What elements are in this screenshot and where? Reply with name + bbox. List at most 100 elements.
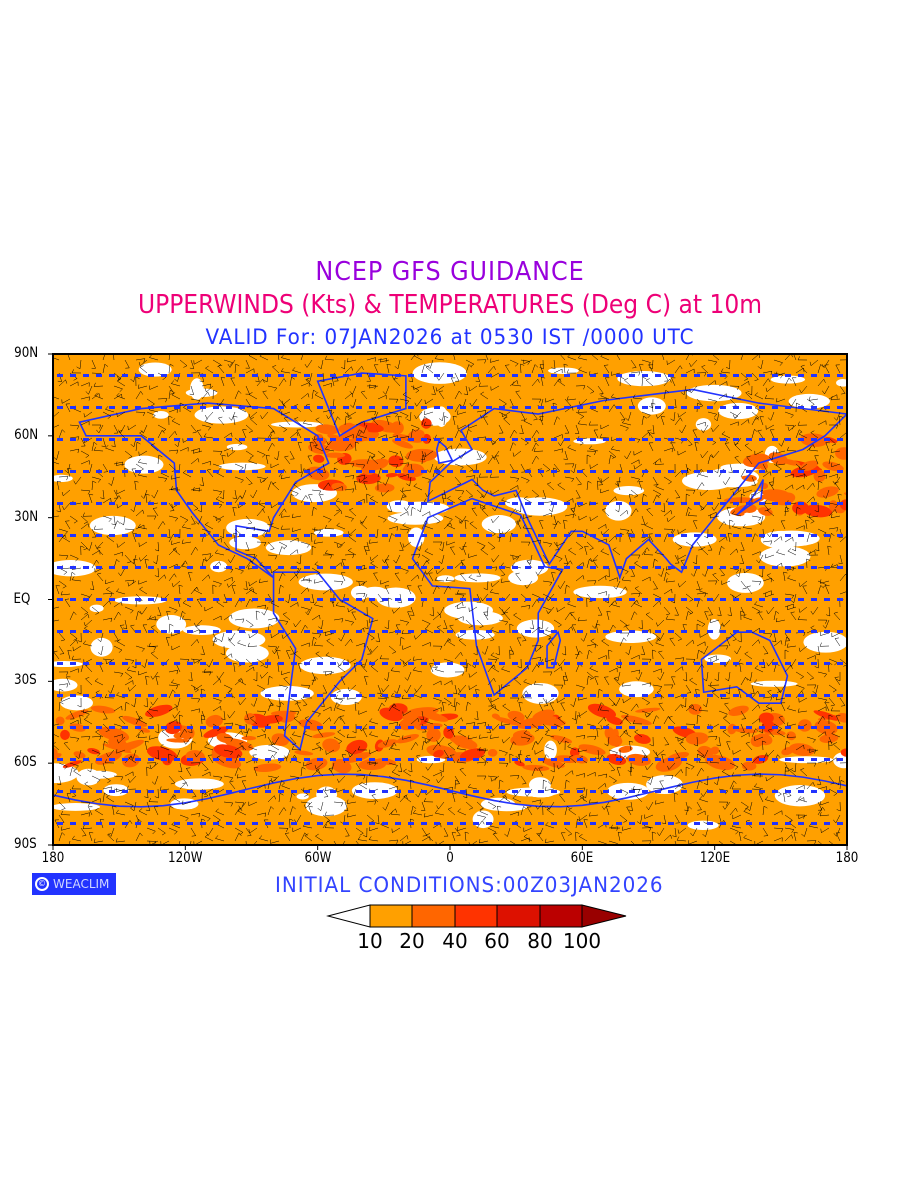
wind-barb [388, 411, 399, 418]
strong-wind-area [392, 439, 413, 449]
calm-wind-area [416, 755, 446, 764]
wind-barb [245, 476, 253, 486]
wind-barb [806, 443, 815, 452]
wind-barb [564, 740, 569, 751]
temperature-value [161, 726, 167, 729]
temperature-value [265, 374, 271, 377]
wind-barb [822, 619, 830, 629]
wind-barb [391, 827, 401, 834]
wind-barb [553, 467, 558, 478]
wind-barb [366, 411, 377, 416]
temperature-value [434, 534, 440, 537]
temperature-value [694, 726, 700, 729]
wind-barb [517, 658, 522, 669]
wind-barb [91, 749, 101, 757]
temperature-value [122, 822, 128, 825]
wind-barb [377, 450, 386, 459]
wind-barb [168, 354, 171, 361]
wind-barb [446, 495, 456, 504]
wind-barb [322, 706, 332, 712]
wind-barb [423, 498, 434, 504]
wind-barb [171, 540, 181, 545]
wind-barb [432, 645, 443, 650]
wind-barb [201, 771, 211, 777]
wind-barb [69, 448, 80, 454]
wind-barb [449, 546, 456, 556]
wind-barb [190, 708, 201, 713]
temperature-value [694, 534, 700, 537]
wind-barb [520, 632, 527, 642]
temperature-value [148, 790, 154, 793]
temperature-value [681, 662, 687, 665]
wind-barb [171, 632, 181, 637]
calm-wind-area [90, 637, 113, 657]
wind-barb [243, 580, 248, 591]
wind-barb [322, 717, 332, 725]
wind-barb [149, 762, 159, 770]
wind-barb [567, 444, 577, 452]
wind-barb [634, 586, 643, 595]
wind-barb [364, 619, 369, 630]
wind-barb [454, 601, 464, 608]
wind-barb [377, 434, 387, 439]
wind-barb [250, 697, 258, 707]
wind-barb [431, 385, 436, 395]
strong-wind-area [539, 718, 566, 727]
wind-barb [509, 753, 514, 764]
wind-barb [522, 694, 533, 699]
wind-barb [212, 678, 222, 686]
temperature-value [837, 726, 843, 729]
wind-barb [685, 541, 694, 550]
wind-barb [366, 761, 377, 766]
wind-barb [135, 593, 143, 603]
wind-barb [190, 684, 200, 693]
strong-wind-area [433, 749, 444, 758]
wind-barb [645, 762, 654, 771]
temperature-value [629, 790, 635, 793]
wind-barb [331, 376, 336, 387]
temperature-value [525, 630, 531, 633]
wind-barb [443, 522, 453, 530]
temperature-value [447, 662, 453, 665]
strong-wind-area [349, 459, 381, 468]
wind-barb [144, 740, 149, 751]
temperature-value [746, 630, 752, 633]
wind-barb [652, 649, 657, 660]
temperature-value [681, 694, 687, 697]
wind-barb [157, 372, 167, 380]
temperature-value [642, 406, 648, 409]
wind-barb [65, 403, 71, 413]
wind-barb [548, 502, 555, 513]
wind-barb [784, 762, 790, 772]
wind-barb [685, 493, 690, 504]
wind-barb [806, 496, 816, 504]
wind-barb [524, 710, 533, 720]
wind-barb [410, 354, 419, 361]
wind-barb [819, 642, 830, 647]
wind-barb [751, 718, 761, 725]
wind-barb [132, 533, 137, 543]
strong-wind-area [626, 753, 651, 766]
wind-barb [797, 421, 808, 426]
wind-barb [447, 742, 456, 751]
wind-barb [784, 636, 790, 647]
temperature-value [252, 534, 258, 537]
wind-barb [91, 736, 102, 741]
wind-barb [630, 599, 639, 608]
wind-barb [523, 418, 533, 426]
wind-barb [115, 461, 126, 466]
temperature-value [486, 598, 492, 601]
temperature-value [629, 566, 635, 569]
temperature-value [213, 822, 219, 825]
temperature-value [486, 438, 492, 441]
wind-barb [355, 421, 365, 426]
temperature-value [200, 822, 206, 825]
wind-barb [388, 526, 398, 531]
temperature-value [161, 790, 167, 793]
wind-barb [588, 812, 599, 817]
wind-barb [58, 801, 66, 811]
wind-barb [575, 645, 580, 655]
wind-barb [80, 515, 89, 524]
strong-wind-area [761, 489, 789, 497]
temperature-value [577, 790, 583, 793]
